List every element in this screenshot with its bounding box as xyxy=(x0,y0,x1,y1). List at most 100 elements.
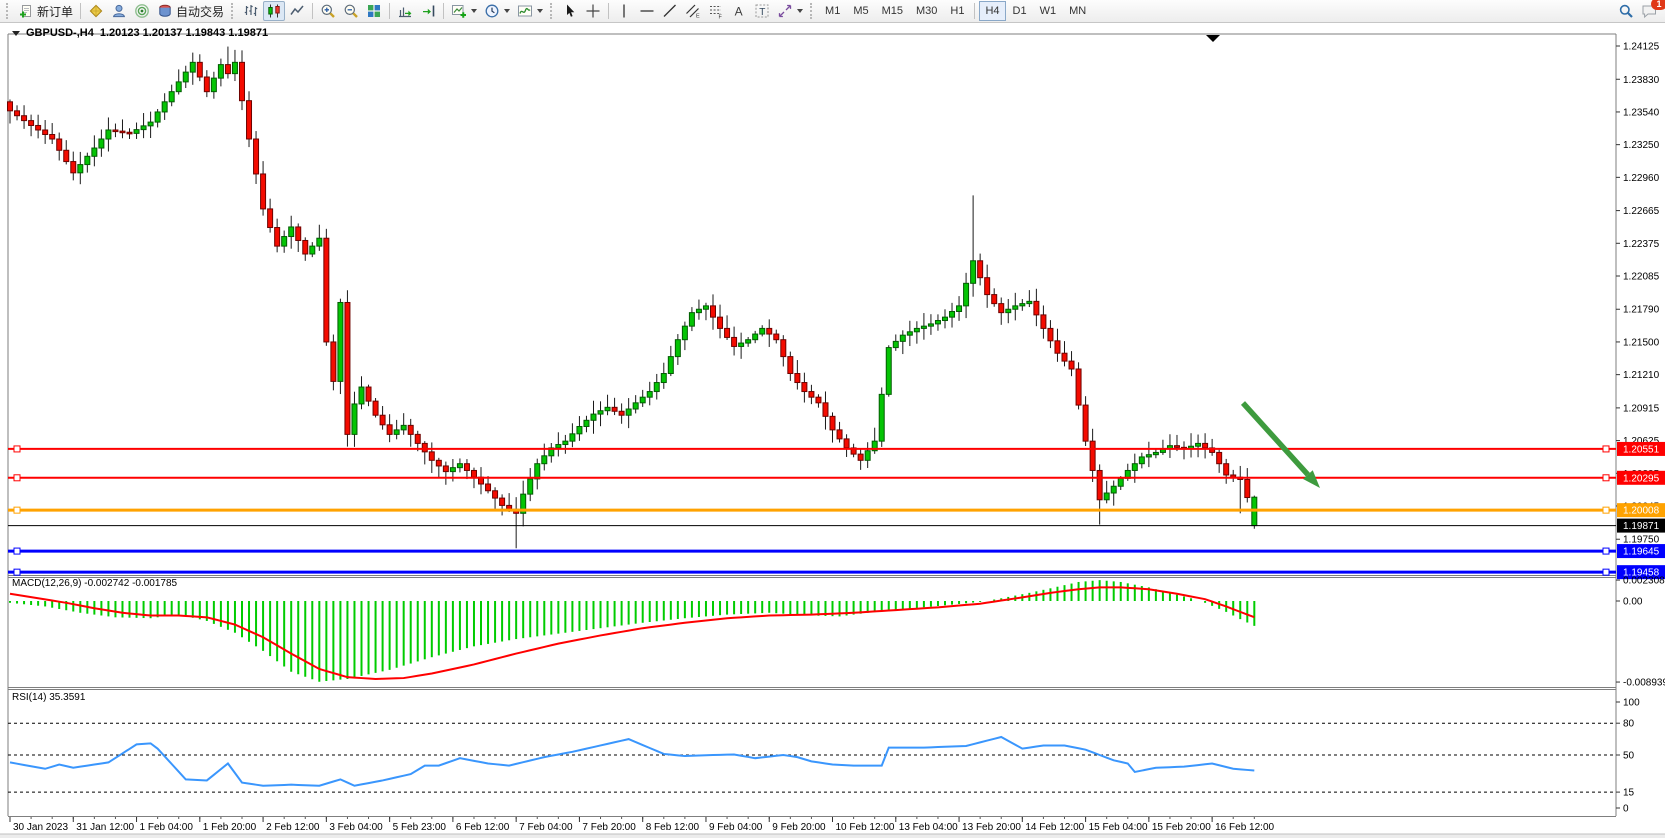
candle xyxy=(210,77,217,93)
trendline-icon xyxy=(662,3,678,19)
tab-timeframe-m5[interactable]: M5 xyxy=(853,5,869,17)
line-handle[interactable] xyxy=(1602,547,1610,555)
auto-scroll-button[interactable] xyxy=(394,1,416,21)
zoom-out-button[interactable] xyxy=(340,1,362,21)
shapes-tool-button[interactable] xyxy=(774,1,806,21)
toolbar-grip[interactable] xyxy=(810,3,815,19)
market-watch-button[interactable] xyxy=(85,1,107,21)
tile-windows-button[interactable] xyxy=(363,1,385,21)
candle xyxy=(646,391,653,398)
line-handle[interactable] xyxy=(1602,506,1610,514)
vertical-line-tool-button[interactable] xyxy=(613,1,635,21)
line-handle[interactable] xyxy=(1602,474,1610,482)
candle xyxy=(590,413,597,421)
candle xyxy=(463,463,470,471)
candlestick-chart-type-button[interactable] xyxy=(263,1,286,21)
text-tool-button[interactable]: A xyxy=(728,1,750,21)
zoom-in-button[interactable] xyxy=(317,1,339,21)
chart-shift-button[interactable] xyxy=(417,1,439,21)
indicators-button[interactable] xyxy=(514,1,546,21)
candle xyxy=(274,227,281,247)
search-icon xyxy=(1618,3,1634,19)
line-handle[interactable] xyxy=(1602,568,1610,576)
price-tag xyxy=(1617,470,1665,485)
tab-timeframe-m30[interactable]: M30 xyxy=(916,5,938,17)
line-handle[interactable] xyxy=(13,547,21,555)
candle xyxy=(161,101,168,113)
new-order-label: 新订单 xyxy=(37,4,74,19)
price-axis: 1.24125 1.23830 1.23540 1.23250 1.22960 1.226… xyxy=(1616,42,1660,546)
date-label: 13 Feb 04:00 xyxy=(899,822,958,833)
annotation-arrow[interactable] xyxy=(1240,401,1320,488)
crosshair-button[interactable] xyxy=(582,1,604,21)
notifications-button[interactable]: 1 xyxy=(1638,0,1665,21)
fibonacci-tool-button[interactable]: F xyxy=(705,1,727,21)
macd-label: MACD(12,26,9) -0.002742 -0.001785 xyxy=(12,578,178,589)
new-order-button[interactable]: 新订单 xyxy=(15,1,76,21)
channel-tool-button[interactable]: E xyxy=(682,1,704,21)
date-label: 8 Feb 12:00 xyxy=(646,822,700,833)
tab-timeframe-mn[interactable]: MN xyxy=(1069,5,1087,17)
candle xyxy=(794,373,801,384)
candle xyxy=(42,129,49,136)
candle xyxy=(625,408,632,416)
candle xyxy=(1047,327,1054,342)
candle xyxy=(569,433,576,442)
line-handle[interactable] xyxy=(1602,445,1610,453)
search-button[interactable] xyxy=(1615,1,1637,21)
svg-text:T: T xyxy=(759,7,765,18)
tab-timeframe-m1[interactable]: M1 xyxy=(825,5,841,17)
line-chart-type-button[interactable] xyxy=(286,1,308,21)
svg-text:1.19750: 1.19750 xyxy=(1623,535,1660,546)
candle xyxy=(1138,456,1145,465)
candle xyxy=(1033,300,1040,316)
clock-icon xyxy=(484,3,500,19)
candle xyxy=(1075,368,1082,406)
signals-button[interactable] xyxy=(131,1,153,21)
toolbar-grip[interactable] xyxy=(550,3,555,19)
line-handle[interactable] xyxy=(13,445,21,453)
cursor-button[interactable] xyxy=(559,1,581,21)
candle xyxy=(217,64,224,79)
candle xyxy=(119,130,126,134)
tab-timeframe-h1[interactable]: H1 xyxy=(950,5,965,17)
toolbar-grip[interactable] xyxy=(231,3,236,19)
equidistant-channel-icon: E xyxy=(685,3,701,19)
tab-timeframe-h4[interactable]: H4 xyxy=(979,1,1006,21)
line-handle[interactable] xyxy=(13,568,21,576)
trendline-tool-button[interactable] xyxy=(659,1,681,21)
text-label-tool-button[interactable]: T xyxy=(751,1,773,21)
candle xyxy=(309,245,316,255)
candle xyxy=(639,396,646,404)
candle xyxy=(1019,303,1026,307)
candle xyxy=(941,316,948,322)
tab-timeframe-w1[interactable]: W1 xyxy=(1039,5,1057,17)
auto-trading-button[interactable]: 自动交易 xyxy=(154,1,227,21)
candle xyxy=(407,424,414,435)
svg-text:1.20625: 1.20625 xyxy=(1623,436,1660,447)
tab-timeframe-d1[interactable]: D1 xyxy=(1012,5,1027,17)
indicators-icon xyxy=(517,3,533,19)
line-handle[interactable] xyxy=(13,474,21,482)
date-axis[interactable]: 30 Jan 2023 31 Jan 12:00 1 Feb 04:00 1 Feb … xyxy=(9,817,1275,833)
price-tag xyxy=(1617,503,1665,518)
line-handle[interactable] xyxy=(13,506,21,514)
bar-chart-type-button[interactable] xyxy=(240,1,262,21)
candle xyxy=(576,425,583,435)
toolbar-grip[interactable] xyxy=(6,3,11,19)
candle xyxy=(400,424,407,431)
periods-button[interactable] xyxy=(481,1,513,21)
crosshair-icon xyxy=(585,3,601,19)
symbol-dropdown-icon[interactable] xyxy=(12,30,20,36)
new-chart-button[interactable] xyxy=(448,1,480,21)
candle xyxy=(710,305,716,318)
profiles-button[interactable] xyxy=(108,1,130,21)
candle xyxy=(21,115,28,122)
tab-timeframe-m15[interactable]: M15 xyxy=(881,5,903,17)
chart-shift-marker[interactable] xyxy=(1206,35,1220,42)
candle xyxy=(977,260,984,279)
level-lines-layer xyxy=(8,445,1616,576)
candle xyxy=(892,340,899,349)
horizontal-line-tool-button[interactable] xyxy=(636,1,658,21)
